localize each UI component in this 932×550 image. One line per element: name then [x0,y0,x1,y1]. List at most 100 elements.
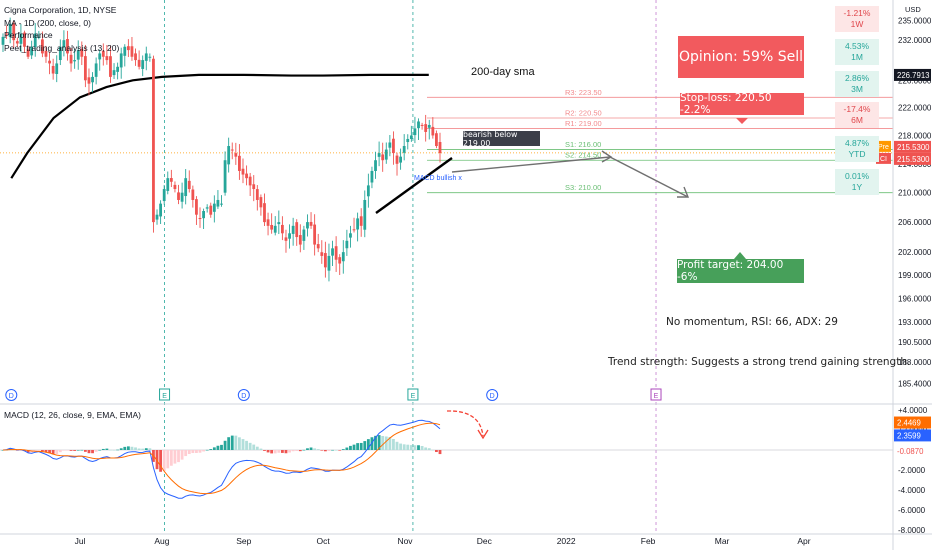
macd-histogram-bar [424,447,428,450]
trend-note: Trend strength: Suggests a strong trend … [608,356,911,368]
macd-histogram-bar [209,449,213,450]
candle-body [331,248,334,256]
candle-body [195,199,198,215]
candle-body [144,53,148,61]
candle-body [316,244,320,249]
macd-histogram-bar [184,450,188,457]
macd-histogram-bar [155,450,159,470]
legend-performance[interactable]: Performance [4,30,53,40]
performance-cell-6m: -17.4% 6M [835,102,879,128]
macd-histogram-bar [384,436,388,450]
macd-histogram-bar [349,445,352,450]
macd-histogram-bar [284,450,288,454]
candle-body [223,160,227,193]
signal-badge: 2.3599 [897,431,921,440]
candle-body [309,221,313,226]
macd-histogram-bar [91,450,94,454]
candle-body [381,154,385,161]
candle-body [413,128,417,136]
candle-body [306,222,309,229]
candle-body [356,218,360,230]
macd-histogram-bar [169,450,173,466]
time-tick-label: Mar [715,536,730,546]
legend-ma[interactable]: MA - 1D (200, close, 0) [4,17,91,28]
performance-cell-1m: 4.53% 1M [835,39,879,65]
performance-period: 3M [851,84,863,94]
macd-histogram-bar [288,450,291,453]
macd-histogram-bar [270,450,274,454]
macd-histogram-bar [220,444,223,450]
price-tick-label: 206.0000 [898,218,932,227]
opinion-box: Opinion: 59% Sell [678,36,804,78]
candle-body [399,156,402,163]
candle-body [109,56,112,77]
macd-tick-label: +4.0000 [898,406,928,415]
macd-down-arrow [446,410,484,437]
sma-label: 200-day sma [471,66,535,78]
time-tick-label: Feb [641,536,656,546]
candle-body [130,46,134,57]
macd-histogram-bar [227,437,231,450]
event-marker-letter: E [654,393,659,400]
time-tick-label: Aug [154,536,169,546]
macd-histogram-bar [48,450,51,454]
candle-body [427,124,431,128]
candle-body [148,56,152,58]
candle-body [205,207,209,209]
candle-body [291,225,295,234]
macd-histogram-bar [352,444,356,450]
performance-period: 6M [851,115,863,125]
macd-histogram-bar [187,450,191,455]
macd-histogram-bar [109,449,112,451]
candle-body [155,214,159,220]
price-tick-label: 222.0000 [898,104,932,113]
macd-histogram-bar [245,440,248,450]
candle-body [409,135,413,139]
candle-body [69,54,73,64]
performance-period: YTD [848,149,866,159]
macd-histogram-bar [58,450,62,453]
macd-histogram-bar [331,449,334,451]
uptrend-line [375,157,453,214]
candle-body [295,222,299,238]
event-marker-circle [237,389,250,401]
candle-body [298,235,302,245]
macd-histogram-bar [198,450,202,453]
macd-histogram-bar [438,450,442,455]
performance-cell-1y: 0.01% 1Y [835,169,879,195]
macd-legend[interactable]: MACD (12, 26, close, 9, EMA, EMA) [4,410,141,420]
sma-price-badge: 226.7913 [897,71,930,80]
macd-histogram-bar [73,450,77,451]
macd-histogram-bar [116,449,120,451]
candle-body [273,225,277,233]
candle-body [255,189,259,200]
candle-body [238,155,241,171]
candle-body [406,138,410,143]
macd-histogram-bar [241,439,245,450]
candle-body [263,203,266,223]
candle-body [83,56,87,81]
candle-body [76,50,80,60]
time-tick-label: Oct [316,536,330,546]
candle-body [23,32,26,47]
ci-price-badge-bg [894,152,931,165]
legend-symbol[interactable]: Cigna Corporation, 1D, NYSE [4,5,117,15]
macd-histogram-bar [402,444,406,450]
macd-histogram-bar [395,441,399,450]
sma-200-path [10,73,429,179]
event-marker-letter: D [241,393,246,400]
candle-body [26,49,30,57]
macd-histogram-bar [83,450,87,452]
candle-body [288,233,291,239]
macd-histogram-bar [359,442,363,450]
price-tick-label: 235.0000 [898,17,932,26]
macd-histogram-bar [273,450,277,454]
macd-histogram-bar [144,448,148,450]
macd-histogram-bar [388,437,392,450]
candle-body [126,46,130,51]
macd-histogram-bar [19,450,23,451]
macd-histogram-bar [277,450,281,453]
legend-peet[interactable]: Peet_trading_analysis (13, 20) [4,42,120,53]
pre-label-bg [876,140,891,152]
macd-histogram-bar [223,440,227,450]
